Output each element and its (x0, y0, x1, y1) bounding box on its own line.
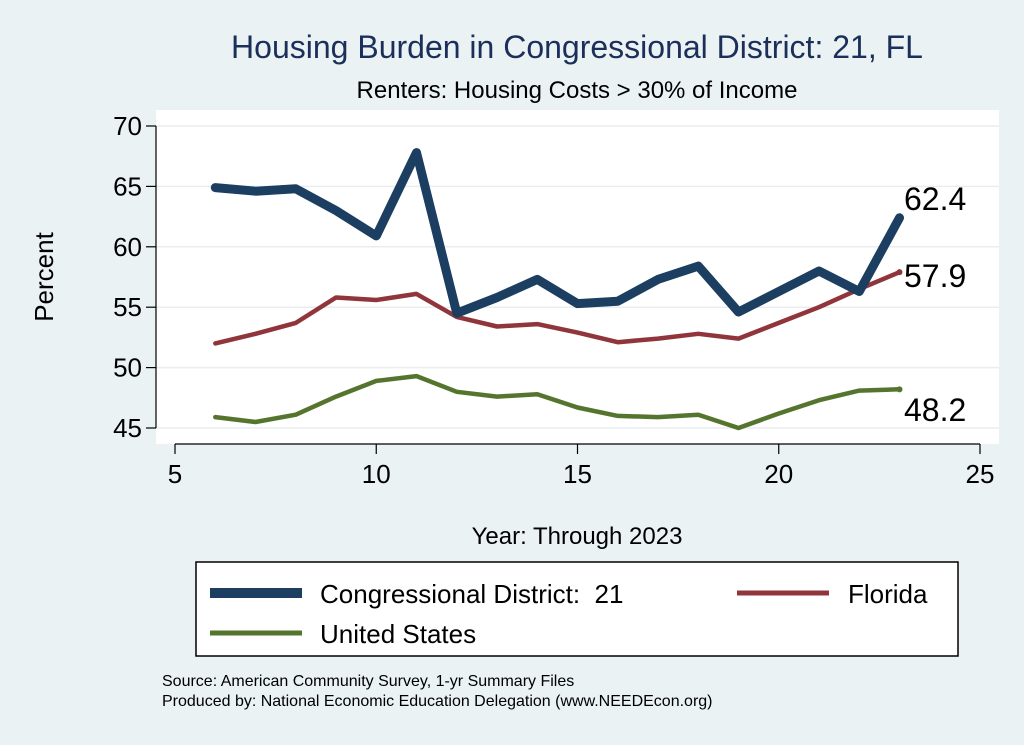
series-line-district (210, 148, 904, 318)
end-labels: 62.4 57.9 48.2 (904, 181, 966, 428)
y-tick-label-65: 65 (113, 171, 142, 201)
series-lines (210, 148, 904, 431)
legend-label-us: United States (320, 619, 476, 649)
x-tick-label-5: 5 (168, 459, 182, 489)
series-line-florida (213, 269, 902, 346)
legend: Congressional District: 21 Florida Unite… (195, 561, 959, 657)
chart-subtitle: Renters: Housing Costs > 30% of Income (357, 77, 798, 104)
y-tick-label-45: 45 (113, 413, 142, 443)
y-tick-label-60: 60 (113, 232, 142, 262)
axes: 45 50 55 60 65 70 5 10 15 20 25 (113, 111, 994, 489)
x-axis-label: Year: Through 2023 (472, 523, 683, 550)
end-label-district: 62.4 (904, 181, 966, 217)
x-tick-label-20: 20 (764, 459, 793, 489)
y-axis-label: Percent (29, 231, 59, 321)
end-label-us: 48.2 (904, 392, 966, 428)
legend-label-florida: Florida (848, 579, 928, 609)
y-tick-label-70: 70 (113, 111, 142, 141)
source-line-2: Produced by: National Economic Education… (162, 693, 713, 710)
chart-title: Housing Burden in Congressional District… (231, 29, 923, 65)
y-tick-label-50: 50 (113, 353, 142, 383)
series-end-point-florida (896, 269, 903, 276)
end-label-florida: 57.9 (904, 258, 966, 294)
x-tick-label-25: 25 (966, 459, 995, 489)
plot-area (156, 110, 999, 444)
x-tick-label-10: 10 (362, 459, 391, 489)
legend-box (195, 561, 959, 657)
series-end-point-district (896, 214, 903, 221)
series-end-point-us (896, 386, 903, 393)
legend-label-district: Congressional District: 21 (320, 579, 623, 609)
y-tick-label-55: 55 (113, 292, 142, 322)
x-tick-label-15: 15 (563, 459, 592, 489)
series-line-us (213, 373, 902, 431)
source-line-1: Source: American Community Survey, 1-yr … (162, 673, 574, 690)
